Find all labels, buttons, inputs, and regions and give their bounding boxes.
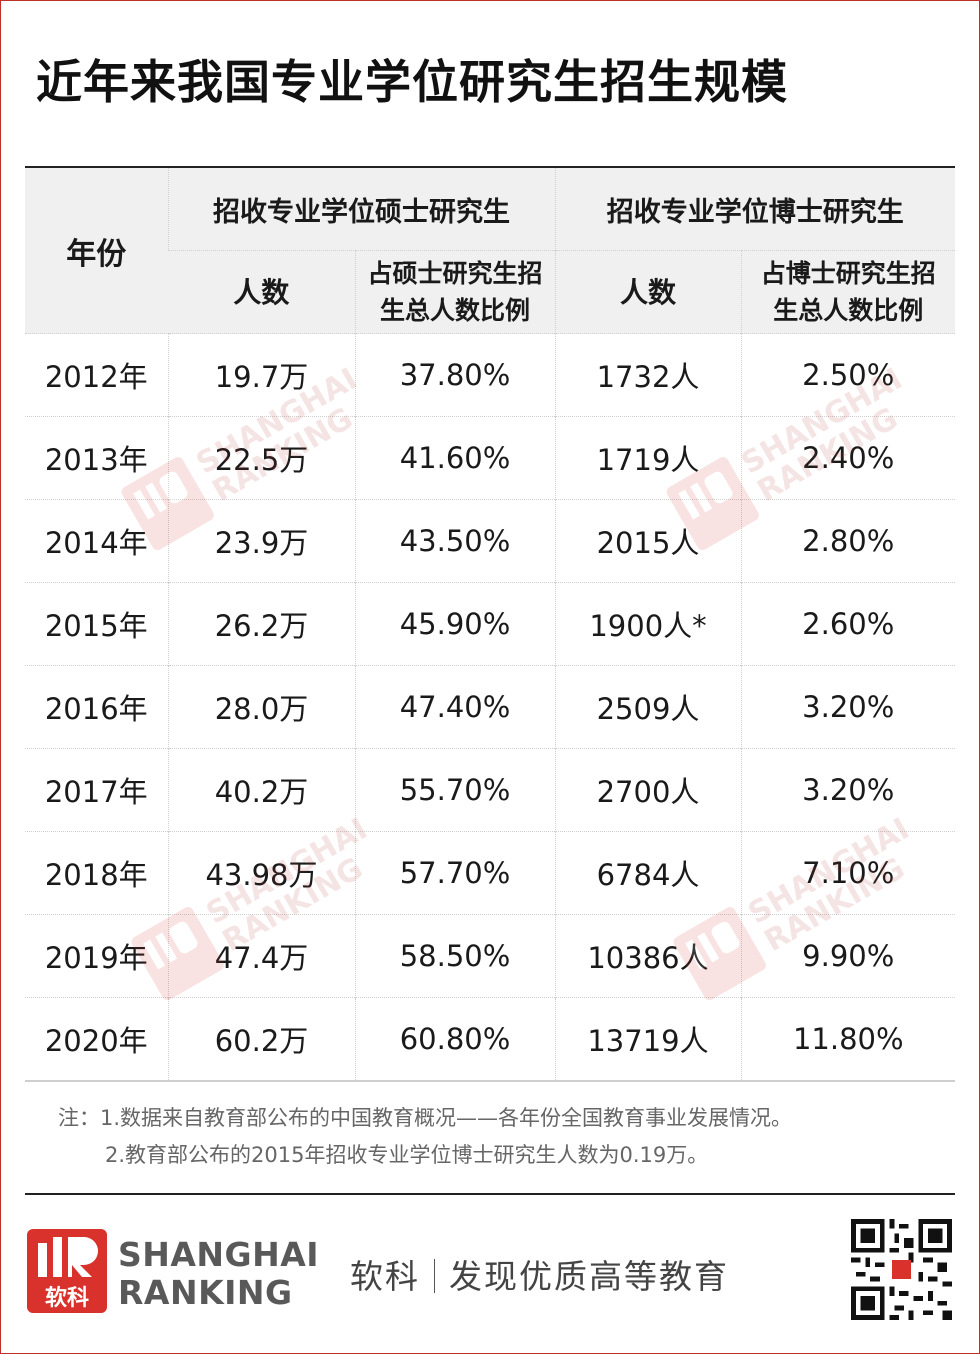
table-row: 2014年 23.9万 43.50% 2015人 2.80% (25, 499, 955, 583)
header-group-master: 招收专业学位硕士研究生 (167, 167, 555, 251)
cell-master-count: 40.2万 (167, 748, 355, 832)
slogan: 软科 发现优质高等教育 (350, 1250, 729, 1298)
cell-master-ratio: 60.80% (354, 997, 555, 1081)
cell-doctor-ratio: 7.10% (740, 831, 955, 915)
cell-year: 2015年 (25, 582, 168, 666)
cell-doctor-count: 1719人 (554, 416, 741, 500)
note-2: 2.教育部公布的2015年招收专业学位博士研究生人数为0.19万。 (105, 1143, 709, 1167)
qr-code-icon[interactable] (851, 1219, 952, 1320)
notes: 注：1.数据来自教育部公布的中国教育概况——各年份全国教育事业发展情况。 2.教… (58, 1100, 792, 1174)
logo-text: 软科 (45, 1285, 89, 1311)
table-row: 2015年 26.2万 45.90% 1900人* 2.60% (25, 582, 955, 666)
cell-master-count: 23.9万 (167, 499, 355, 583)
slogan-right: 发现优质高等教育 (449, 1257, 729, 1296)
cell-master-count: 47.4万 (167, 914, 355, 998)
cell-doctor-ratio: 9.90% (740, 914, 955, 998)
cell-doctor-ratio: 2.60% (740, 582, 955, 666)
table-row: 2020年 60.2万 60.80% 13719人 11.80% (25, 997, 955, 1081)
cell-master-ratio: 57.70% (354, 831, 555, 915)
cell-doctor-ratio: 2.50% (740, 333, 955, 417)
cell-doctor-count: 2700人 (554, 748, 741, 832)
brand-name: SHANGHAI RANKING (118, 1236, 319, 1312)
cell-master-count: 19.7万 (167, 333, 355, 417)
cell-year: 2016年 (25, 665, 168, 749)
table-row: 2013年 22.5万 41.60% 1719人 2.40% (25, 416, 955, 500)
cell-doctor-ratio: 3.20% (740, 748, 955, 832)
brand-line1: SHANGHAI (118, 1235, 320, 1274)
enrollment-table: 年份 招收专业学位硕士研究生 招收专业学位博士研究生 人数 占硕士研究生招 生总… (25, 166, 955, 1082)
header-master-ratio-line2: 生总人数比例 (379, 296, 530, 325)
cell-master-ratio: 37.80% (354, 333, 555, 417)
cell-year: 2017年 (25, 748, 168, 832)
slogan-left: 软科 (350, 1257, 420, 1296)
cell-doctor-count: 10386人 (554, 914, 741, 998)
table-row: 2016年 28.0万 47.40% 2509人 3.20% (25, 665, 955, 749)
cell-year: 2019年 (25, 914, 168, 998)
cell-year: 2014年 (25, 499, 168, 583)
cell-doctor-count: 13719人 (554, 997, 741, 1081)
header-doctor-ratio-line1: 占博士研究生招 (760, 259, 936, 288)
header-year: 年份 (25, 167, 168, 334)
cell-year: 2013年 (25, 416, 168, 500)
cell-doctor-ratio: 2.40% (740, 416, 955, 500)
brand-line2: RANKING (118, 1273, 293, 1312)
cell-doctor-ratio: 11.80% (740, 997, 955, 1081)
cell-master-count: 43.98万 (167, 831, 355, 915)
table-row: 2019年 47.4万 58.50% 10386人 9.90% (25, 914, 955, 998)
cell-year: 2018年 (25, 831, 168, 915)
header-master-count: 人数 (168, 250, 355, 334)
table-row: 2017年 40.2万 55.70% 2700人 3.20% (25, 748, 955, 832)
cell-doctor-count: 1732人 (554, 333, 741, 417)
header-doctor-ratio-line2: 生总人数比例 (773, 296, 924, 325)
table-row: 2018年 43.98万 57.70% 6784人 7.10% (25, 831, 955, 915)
page-title: 近年来我国专业学位研究生招生规模 (36, 55, 788, 109)
cell-doctor-ratio: 3.20% (740, 665, 955, 749)
cell-master-ratio: 55.70% (354, 748, 555, 832)
cell-master-count: 26.2万 (167, 582, 355, 666)
cell-doctor-count: 1900人* (554, 582, 741, 666)
footer-divider (25, 1193, 955, 1195)
cell-year: 2020年 (25, 997, 168, 1081)
cell-master-count: 22.5万 (167, 416, 355, 500)
cell-master-count: 28.0万 (167, 665, 355, 749)
header-group-doctor: 招收专业学位博士研究生 (554, 167, 955, 251)
cell-master-count: 60.2万 (167, 997, 355, 1081)
cell-master-ratio: 43.50% (354, 499, 555, 583)
cell-doctor-count: 2509人 (554, 665, 741, 749)
header-master-ratio-line1: 占硕士研究生招 (367, 259, 543, 288)
header-doctor-count: 人数 (554, 250, 741, 334)
header-doctor-ratio: 占博士研究生招 生总人数比例 (740, 250, 955, 334)
cell-master-ratio: 47.40% (354, 665, 555, 749)
cell-master-ratio: 41.60% (354, 416, 555, 500)
cell-doctor-count: 2015人 (554, 499, 741, 583)
cell-doctor-ratio: 2.80% (740, 499, 955, 583)
header-master-ratio: 占硕士研究生招 生总人数比例 (354, 250, 555, 334)
cell-year: 2012年 (25, 333, 168, 417)
slogan-separator (434, 1259, 435, 1293)
table-row: 2012年 19.7万 37.80% 1732人 2.50% (25, 333, 955, 417)
note-1: 注：1.数据来自教育部公布的中国教育概况——各年份全国教育事业发展情况。 (58, 1106, 793, 1130)
cell-master-ratio: 45.90% (354, 582, 555, 666)
shanghai-ranking-logo-icon: 软科 (27, 1229, 107, 1313)
cell-master-ratio: 58.50% (354, 914, 555, 998)
cell-doctor-count: 6784人 (554, 831, 741, 915)
